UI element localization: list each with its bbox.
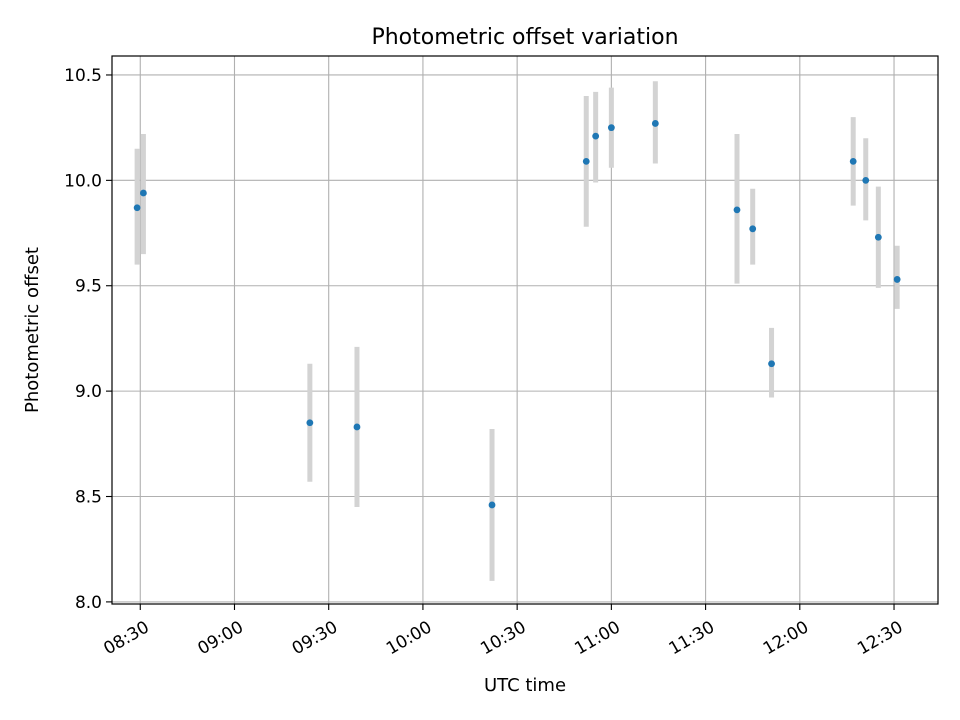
data-point <box>733 206 741 214</box>
data-points <box>133 120 901 509</box>
data-point <box>582 157 590 165</box>
data-point <box>140 189 147 197</box>
plot-frame <box>111 55 939 605</box>
x-axis-label: UTC time <box>484 675 566 696</box>
data-point <box>874 233 882 241</box>
data-point <box>749 225 757 233</box>
y-axis-ticks: 8.0 8.5 9.0 9.5 10.0 10.5 <box>64 66 112 613</box>
data-point <box>893 276 901 283</box>
data-point <box>651 120 659 127</box>
y-tick-label: 9.0 <box>75 382 102 402</box>
y-axis-label: Photometric offset <box>22 247 43 413</box>
y-tick-label: 9.5 <box>75 277 102 297</box>
y-tick-label: 8.5 <box>75 488 102 508</box>
data-point <box>353 423 361 431</box>
data-point <box>488 501 496 509</box>
data-point <box>607 124 615 132</box>
chart-title: Photometric offset variation <box>371 25 678 50</box>
y-tick-label: 10.0 <box>64 171 102 191</box>
data-point <box>133 204 141 212</box>
y-tick-label: 8.0 <box>75 593 102 613</box>
data-point <box>592 132 600 140</box>
data-point <box>306 419 314 427</box>
data-point <box>849 157 857 165</box>
y-tick-label: 10.5 <box>64 66 102 86</box>
data-point <box>768 360 775 368</box>
data-point <box>862 176 870 184</box>
